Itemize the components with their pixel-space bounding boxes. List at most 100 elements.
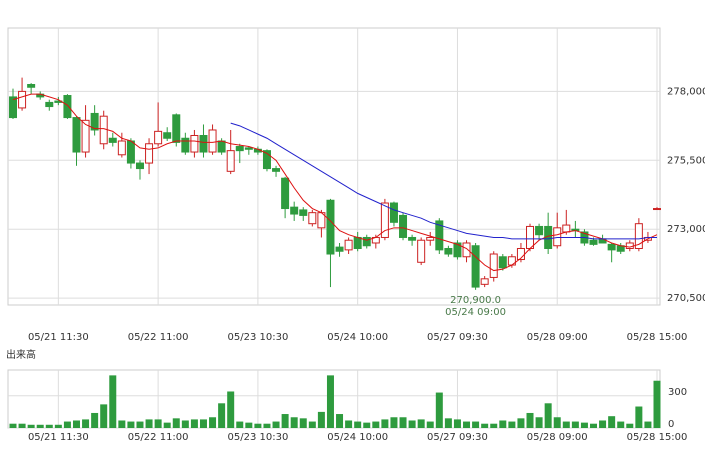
candle-body [380, 202, 389, 238]
candle-body [190, 134, 199, 153]
volume-bar [426, 421, 434, 428]
candle-body [444, 247, 453, 255]
candle-body [63, 95, 72, 119]
volume-bar [54, 424, 62, 428]
volume-bar [408, 420, 416, 428]
candle-body [344, 239, 353, 251]
candle-body [607, 243, 616, 251]
volume-bar [218, 403, 226, 428]
candle-body [45, 101, 54, 108]
volume-bar [435, 392, 443, 428]
volume-bar [308, 421, 316, 428]
volume-label: 出来高 [6, 348, 36, 361]
candle-body [272, 168, 281, 172]
x-tick-label: 05/28 15:00 [627, 432, 688, 443]
candle-body [117, 140, 126, 156]
candle-body [181, 137, 190, 153]
volume-bar [18, 423, 26, 428]
candle-body [498, 256, 507, 269]
x-tick-label: 05/28 09:00 [527, 332, 588, 343]
volume-bar [227, 391, 235, 428]
volume-bar [390, 417, 398, 428]
x-tick-label: 05/22 11:00 [128, 332, 189, 343]
candle-body [408, 236, 417, 241]
x-tick-label: 05/28 09:00 [527, 432, 588, 443]
candle-body [435, 220, 444, 251]
volume-bar [644, 421, 652, 428]
volume-bar [199, 419, 207, 428]
candle-body [163, 132, 172, 139]
moving-average-line [12, 93, 658, 272]
volume-bar [154, 419, 162, 428]
volume-bar [9, 423, 17, 428]
x-tick-label: 05/21 11:30 [28, 332, 89, 343]
y-tick-label: 300 [668, 387, 687, 398]
candle-body [81, 119, 90, 153]
candle-body [145, 143, 154, 164]
volume-bar [45, 424, 53, 428]
candle-body [471, 245, 480, 288]
candle-body [417, 239, 426, 263]
candle-body [480, 278, 489, 285]
volume-bar [109, 375, 117, 428]
volume-bar [481, 423, 489, 428]
volume-bar [417, 419, 425, 428]
x-tick-label: 05/23 10:30 [227, 432, 288, 443]
volume-bar [290, 417, 298, 428]
x-tick-label: 05/28 15:00 [627, 332, 688, 343]
x-tick-label: 05/27 09:30 [427, 332, 488, 343]
volume-bar [127, 421, 135, 428]
candle-body [9, 96, 17, 119]
candle-body [462, 242, 471, 258]
candle-body [335, 246, 344, 252]
candle-body [262, 150, 271, 170]
volume-bar [345, 420, 353, 428]
volume-bar [472, 421, 480, 428]
candle-body [353, 236, 362, 249]
y-tick-label: 275,500 [667, 155, 705, 166]
candle-body [199, 134, 208, 153]
candle-body [27, 84, 36, 88]
volume-bar [453, 419, 461, 428]
candle-body [135, 162, 144, 170]
volume-bar [562, 421, 570, 428]
volume-bar [91, 412, 99, 428]
volume-bar [172, 418, 180, 428]
volume-bar [381, 419, 389, 428]
volume-bar [608, 416, 616, 428]
volume-bar [299, 418, 307, 428]
x-tick-label: 05/24 10:00 [327, 332, 388, 343]
volume-bar [535, 417, 543, 428]
candle-body [489, 253, 498, 278]
candle-body [562, 224, 571, 233]
volume-bar [354, 421, 362, 428]
low-annotation-date: 05/24 09:00 [445, 307, 506, 318]
candle-body [426, 236, 435, 241]
volume-bar [590, 423, 598, 428]
candle-body [208, 129, 217, 153]
candle-body [535, 225, 544, 236]
y-tick-label: 278,000 [667, 86, 705, 97]
candle-body [226, 150, 235, 172]
volume-bar [336, 414, 344, 428]
price-panel [7, 27, 661, 306]
candle-body [244, 147, 253, 150]
volume-bar [136, 421, 144, 428]
volume-bar [635, 406, 643, 428]
volume-bar [145, 419, 153, 428]
volume-bar [526, 412, 534, 428]
candle-body [290, 206, 299, 215]
volume-bar [27, 424, 35, 428]
volume-bar [372, 421, 380, 428]
volume-bar [100, 404, 108, 428]
candle-body [18, 90, 27, 109]
volume-bar [281, 414, 289, 428]
volume-bar [544, 403, 552, 428]
candle-body [72, 117, 81, 153]
volume-bar [190, 419, 198, 428]
volume-bar [617, 421, 625, 428]
candle-body [90, 112, 99, 131]
candle-body [126, 140, 135, 164]
volume-bar [463, 421, 471, 428]
